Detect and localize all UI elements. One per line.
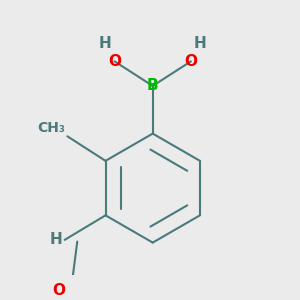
Text: O: O bbox=[108, 54, 121, 69]
Text: H: H bbox=[194, 36, 207, 51]
Text: O: O bbox=[53, 284, 66, 298]
Text: H: H bbox=[49, 232, 62, 247]
Text: CH₃: CH₃ bbox=[37, 121, 64, 135]
Text: H: H bbox=[99, 36, 111, 51]
Text: B: B bbox=[147, 78, 158, 93]
Text: O: O bbox=[184, 54, 197, 69]
